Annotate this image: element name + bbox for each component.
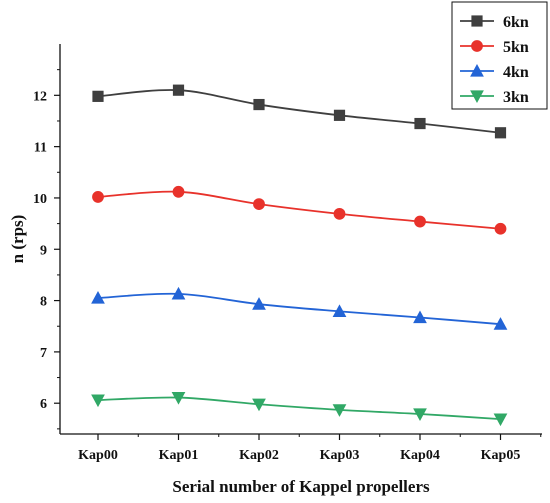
legend-marker [471, 15, 483, 27]
legend-item: 6kn [460, 14, 529, 31]
data-point [253, 198, 265, 211]
series-5kn [92, 185, 507, 235]
data-point [414, 215, 426, 228]
y-tick-label: 12 [33, 89, 47, 104]
data-point [413, 310, 427, 324]
y-tick-label: 9 [40, 243, 47, 258]
data-point [332, 404, 347, 417]
series-line [97, 89, 501, 134]
series-layer [91, 84, 508, 427]
data-point [494, 127, 507, 139]
legend-label: 5kn [503, 39, 529, 56]
legend-item: 3kn [460, 89, 529, 106]
data-point [414, 117, 426, 130]
series-line [97, 396, 501, 421]
legend-item: 4kn [460, 63, 529, 81]
data-point [91, 290, 105, 304]
legend-label: 6kn [503, 14, 529, 31]
data-point [91, 394, 105, 408]
data-point [92, 191, 104, 203]
y-tick-label: 10 [33, 192, 47, 207]
x-tick-label: Kap03 [320, 448, 360, 463]
y-axis-title: n (rps) [8, 215, 27, 264]
series-6kn [92, 84, 507, 139]
y-ticks: 6 7 8 9 10 11 12 [33, 69, 60, 430]
data-point [172, 185, 185, 198]
data-point [332, 304, 347, 317]
legend-marker [471, 40, 483, 52]
series-4kn [91, 286, 508, 330]
legend-item: 5kn [460, 39, 529, 56]
data-point [172, 84, 185, 96]
y-tick-label: 7 [40, 346, 47, 361]
data-point [92, 90, 104, 102]
plot-area [59, 44, 542, 435]
y-tick-label: 11 [34, 141, 47, 156]
data-point [333, 109, 346, 121]
data-point [494, 222, 507, 235]
data-point [493, 413, 508, 427]
series-line [97, 190, 501, 230]
data-point [253, 98, 265, 111]
series-line [97, 292, 501, 326]
x-ticks: Kap00 Kap01 Kap02 Kap03 Kap04 Kap05 [78, 434, 542, 463]
data-point [171, 391, 186, 405]
y-tick-label: 8 [40, 295, 47, 310]
y-tick-label: 6 [40, 397, 47, 412]
x-tick-label: Kap01 [159, 448, 199, 463]
legend: 6kn 5kn 4kn 3kn [451, 1, 548, 110]
data-point [171, 286, 186, 300]
data-point [333, 207, 346, 220]
x-tick-label: Kap02 [239, 448, 279, 463]
legend-marker [470, 90, 484, 104]
data-point [413, 408, 427, 422]
x-axis-title: Serial number of Kappel propellers [172, 477, 430, 496]
data-point [493, 317, 508, 330]
x-tick-label: Kap05 [481, 448, 521, 463]
data-point [252, 297, 266, 310]
legend-marker [470, 63, 484, 77]
legend-label: 4kn [503, 64, 529, 81]
legend-box [451, 1, 548, 110]
data-point [252, 398, 266, 412]
legend-label: 3kn [503, 89, 529, 106]
series-3kn [91, 391, 508, 427]
x-tick-label: Kap04 [400, 448, 440, 463]
x-tick-label: Kap00 [78, 448, 118, 463]
